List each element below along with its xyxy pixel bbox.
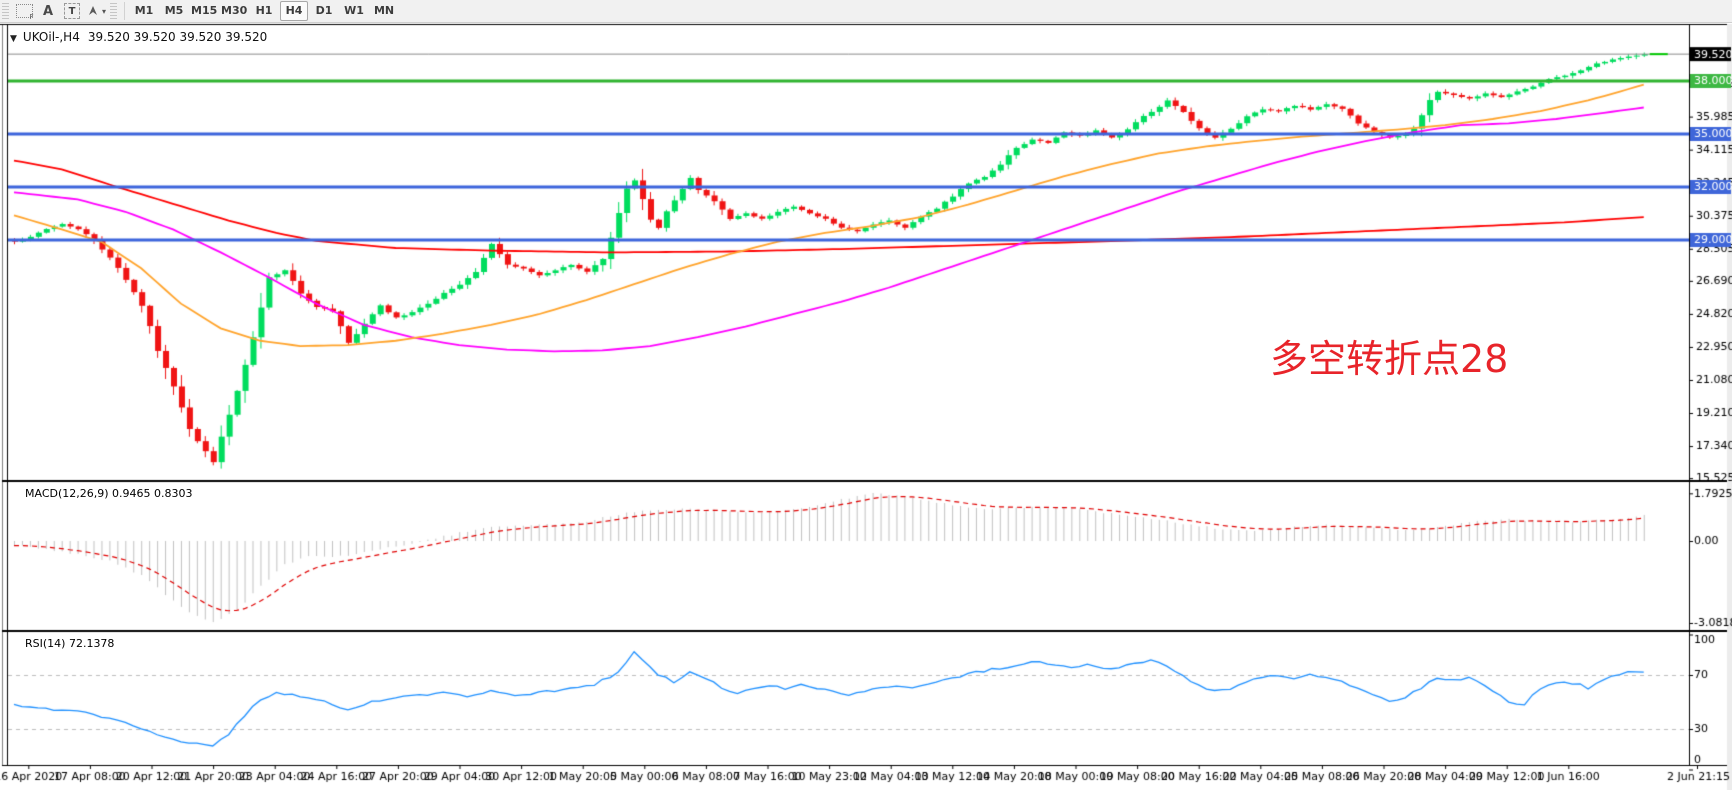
chart-grid-tool-button[interactable] [14,2,34,21]
symbol-period-label: UKOil-,H4 [22,30,80,44]
chart-text-annotation[interactable]: 多空转折点28 [1270,337,1509,381]
timeframe-button-mn[interactable]: MN [373,4,395,17]
chart-grid-icon [15,4,34,21]
arrow-stamp-icon [89,6,97,15]
toolbar-grip-2[interactable] [110,3,118,19]
font-icon: A [42,3,54,19]
toolbar-grip[interactable] [2,3,9,19]
timeframe-button-m5[interactable]: M5 [164,4,184,17]
timeframe-button-m30[interactable]: M30 [221,4,248,17]
timeframe-button-h4[interactable]: H4 [280,1,309,21]
rsi-indicator-label: RSI(14) 72.1378 [25,637,115,650]
ohlc-values-label: 39.520 39.520 39.520 39.520 [87,30,268,44]
timeframe-button-m15[interactable]: M15 [191,4,218,17]
timeframe-button-group: M1 M5 M15 M30 H1 H4 D1 W1 MN [129,1,399,21]
chart-symbol-header[interactable]: ▼ UKOil-,H4 39.520 39.520 39.520 39.520 [10,30,267,44]
arrows-tool-button[interactable]: ▾ [86,2,106,20]
font-tool-button[interactable]: A [38,2,58,20]
timeframe-button-w1[interactable]: W1 [344,4,364,17]
timeframe-button-h1[interactable]: H1 [255,4,273,17]
text-label-tool-button[interactable]: T [62,2,82,20]
timeframe-button-m1[interactable]: M1 [134,4,154,17]
timeframe-button-d1[interactable]: D1 [315,4,333,17]
macd-indicator-label: MACD(12,26,9) 0.9465 0.8303 [25,487,193,500]
collapse-triangle-icon[interactable]: ▼ [10,34,17,44]
text-label-icon: T [64,3,80,19]
dropdown-caret-icon: ▾ [102,6,107,16]
toolbar-separator [124,2,126,20]
